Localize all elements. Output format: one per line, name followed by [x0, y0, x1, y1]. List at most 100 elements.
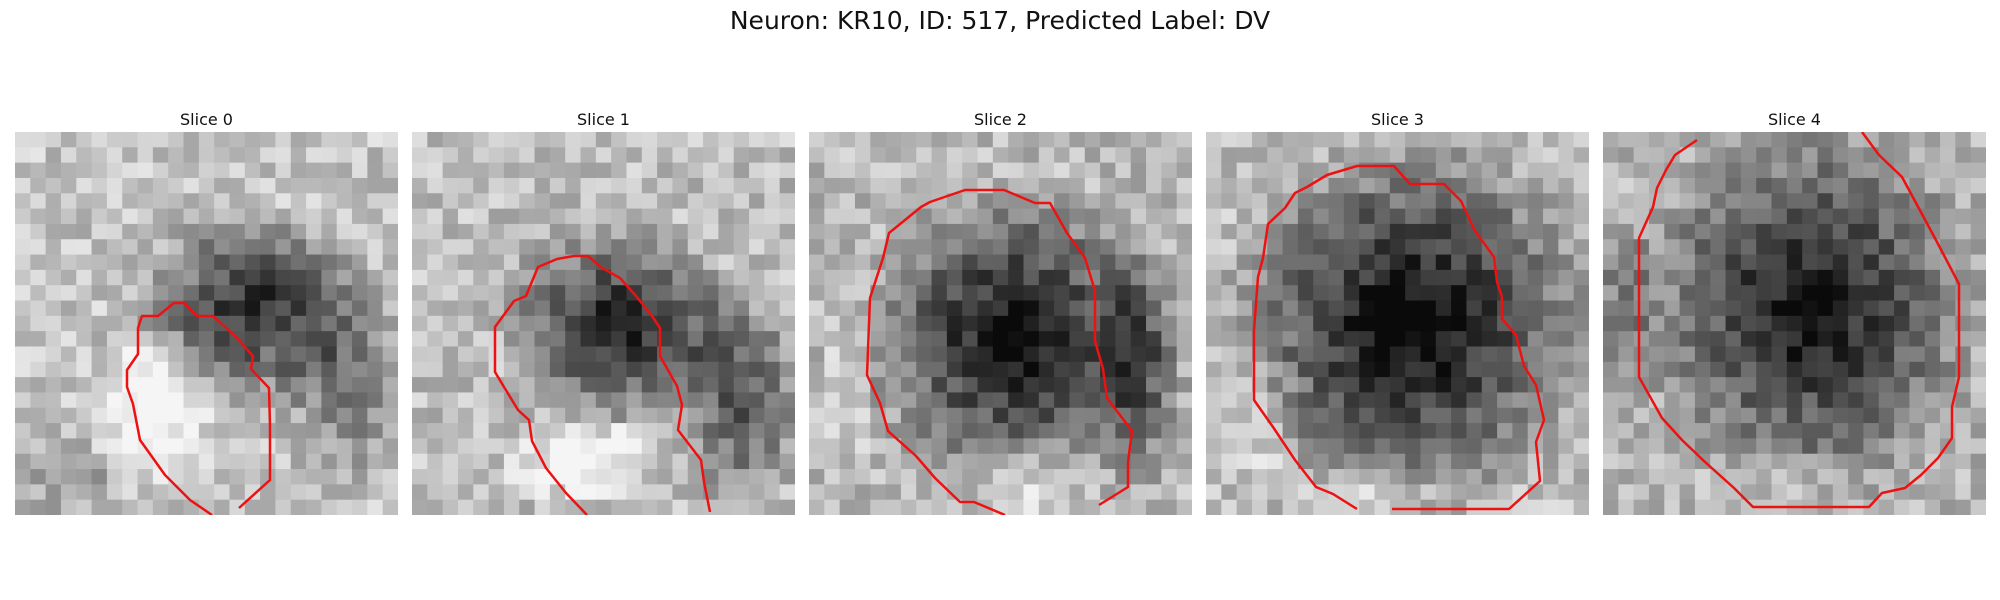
- pixel-cell: [306, 239, 322, 256]
- slice-title-4: Slice 4: [1768, 110, 1821, 129]
- pixel-cell: [962, 223, 979, 240]
- pixel-cell: [1008, 132, 1025, 148]
- pixel-cell: [1924, 392, 1941, 409]
- pixel-cell: [946, 193, 963, 210]
- pixel-cell: [1405, 285, 1422, 302]
- pixel-cell: [1389, 300, 1406, 317]
- pixel-cell: [1970, 147, 1986, 164]
- pixel-cell: [687, 147, 704, 164]
- pixel-cell: [15, 453, 31, 470]
- pixel-cell: [1451, 392, 1468, 409]
- pixel-cell: [1648, 300, 1665, 317]
- pixel-cell: [1817, 239, 1834, 256]
- pixel-cell: [992, 392, 1009, 409]
- pixel-cell: [412, 132, 428, 148]
- pixel-cell: [198, 162, 215, 179]
- pixel-cell: [1420, 300, 1437, 317]
- pixel-cell: [15, 223, 31, 240]
- pixel-cell: [1618, 469, 1635, 485]
- pixel-cell: [1848, 484, 1865, 501]
- pixel-cell: [1481, 331, 1498, 348]
- pixel-cell: [15, 331, 31, 348]
- pixel-cell: [1740, 300, 1757, 317]
- pixel-cell: [244, 239, 261, 256]
- pixel-cell: [457, 423, 474, 439]
- pixel-cell: [106, 407, 123, 424]
- pixel-cell: [1481, 407, 1498, 424]
- pixel-cell: [1481, 300, 1498, 317]
- pixel-cell: [779, 484, 795, 501]
- pixel-cell: [1725, 484, 1742, 501]
- pixel-cell: [1206, 193, 1222, 210]
- pixel-cell: [1664, 315, 1681, 332]
- pixel-cell: [870, 193, 887, 210]
- pixel-cell: [275, 285, 292, 302]
- pixel-cell: [1313, 223, 1330, 240]
- pixel-cell: [1420, 423, 1437, 439]
- pixel-cell: [1603, 346, 1619, 363]
- pixel-cell: [488, 269, 505, 286]
- pixel-cell: [1679, 208, 1696, 225]
- pixel-cell: [244, 132, 261, 148]
- pixel-cell: [1771, 239, 1788, 256]
- pixel-cell: [565, 300, 582, 317]
- pixel-cell: [1679, 300, 1696, 317]
- pixel-cell: [1894, 331, 1910, 348]
- pixel-cell: [1100, 484, 1116, 501]
- pixel-cell: [1618, 438, 1635, 455]
- pixel-cell: [900, 193, 917, 210]
- pixel-cell: [1771, 254, 1788, 271]
- pixel-cell: [1848, 453, 1865, 470]
- pixel-cell: [962, 377, 979, 394]
- pixel-cell: [1955, 331, 1972, 348]
- pixel-cell: [336, 315, 353, 332]
- pixel-cell: [1648, 285, 1665, 302]
- pixel-cell: [1848, 361, 1865, 378]
- pixel-cell: [992, 223, 1009, 240]
- pixel-cell: [442, 453, 459, 470]
- pixel-cell: [703, 300, 719, 317]
- pixel-cell: [519, 361, 536, 378]
- pixel-cell: [595, 193, 612, 210]
- pixel-cell: [1176, 331, 1192, 348]
- pixel-cell: [1878, 208, 1895, 225]
- pixel-cell: [1282, 223, 1299, 240]
- pixel-cell: [1970, 361, 1986, 378]
- pixel-cell: [962, 407, 979, 424]
- pixel-cell: [1603, 392, 1619, 409]
- pixel-cell: [1100, 423, 1116, 439]
- pixel-cell: [1313, 285, 1330, 302]
- pixel-cell: [1618, 346, 1635, 363]
- figure-title: Neuron: KR10, ID: 517, Predicted Label: …: [729, 6, 1271, 35]
- pixel-cell: [1740, 392, 1757, 409]
- pixel-cell: [1069, 162, 1086, 179]
- pixel-cell: [442, 423, 459, 439]
- pixel-cell: [1206, 392, 1222, 409]
- pixel-cell: [672, 208, 689, 225]
- pixel-cell: [657, 239, 674, 256]
- pixel-cell: [1267, 484, 1284, 501]
- pixel-cell: [1694, 484, 1711, 501]
- pixel-cell: [657, 177, 674, 194]
- pixel-cell: [1313, 132, 1330, 148]
- pixel-cell: [931, 162, 948, 179]
- pixel-cell: [122, 377, 139, 394]
- pixel-cell: [962, 423, 979, 439]
- pixel-cell: [839, 162, 856, 179]
- pixel-cell: [779, 438, 795, 455]
- pixel-cell: [1251, 285, 1268, 302]
- pixel-cell: [503, 193, 520, 210]
- pixel-cell: [382, 499, 398, 515]
- pixel-cell: [549, 239, 566, 256]
- pixel-cell: [1802, 239, 1819, 256]
- pixel-cell: [1740, 484, 1757, 501]
- pixel-cell: [718, 208, 735, 225]
- pixel-cell: [1909, 331, 1926, 348]
- pixel-cell: [703, 453, 719, 470]
- pixel-cell: [1970, 438, 1986, 455]
- pixel-cell: [152, 315, 169, 332]
- pixel-cell: [1343, 484, 1360, 501]
- pixel-cell: [244, 331, 261, 348]
- pixel-cell: [260, 285, 277, 302]
- pixel-cell: [870, 346, 887, 363]
